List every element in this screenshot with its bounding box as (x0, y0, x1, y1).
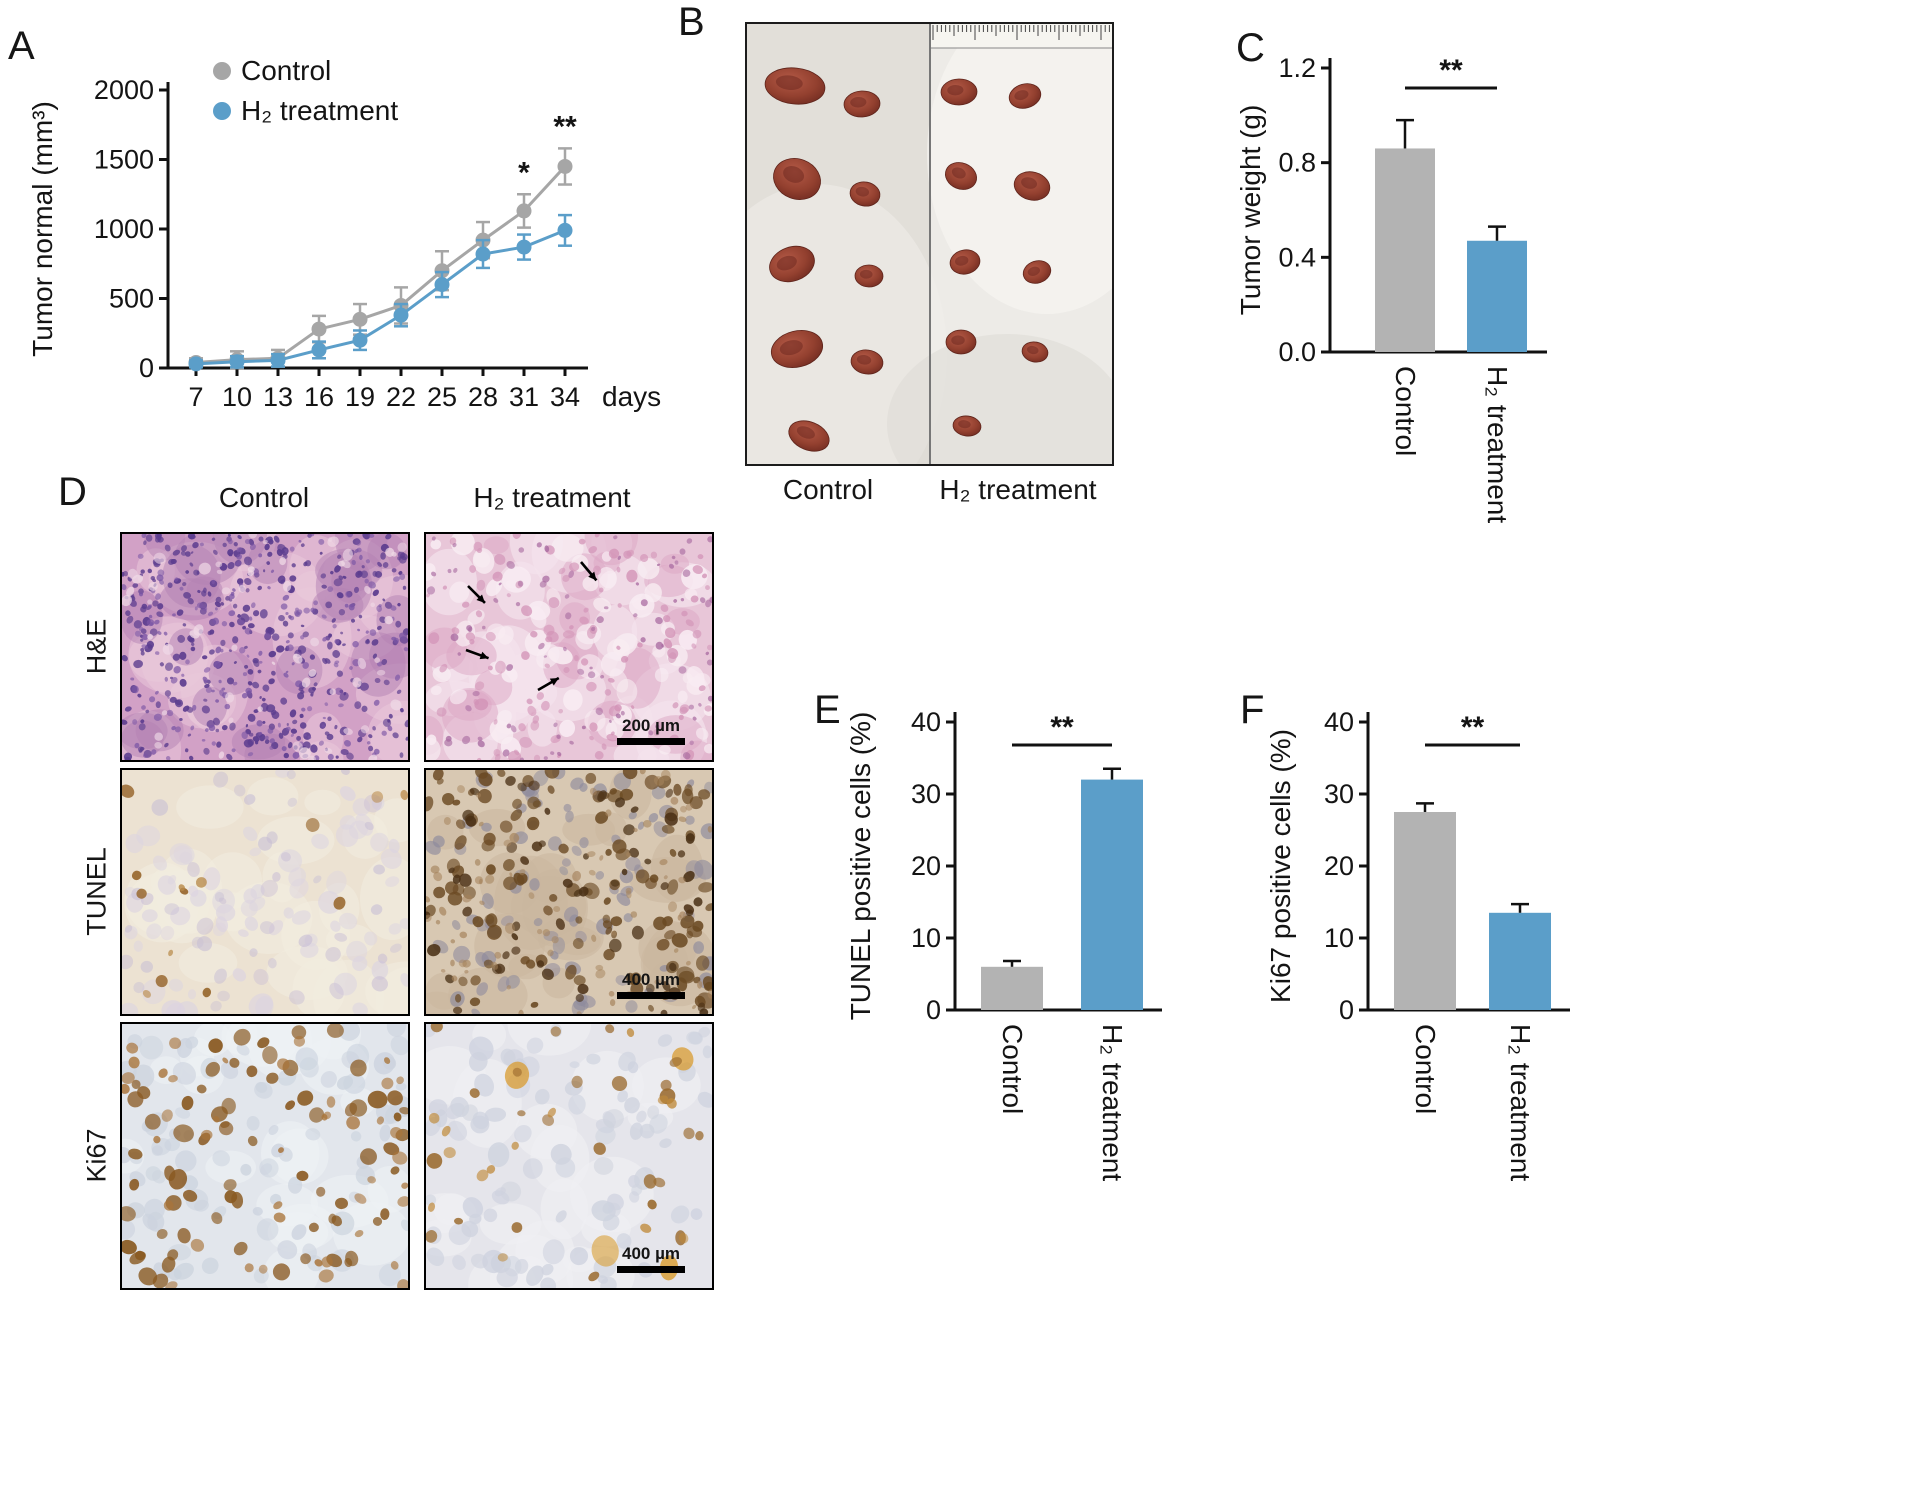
svg-text:200 µm: 200 µm (622, 716, 680, 735)
tumor-volume-line-chart: 0 500 1000 1500 2000 7 10 13 16 19 22 25 28 31 34 days T… (27, 55, 661, 412)
svg-text:0.0: 0.0 (1278, 337, 1316, 367)
panel-b-letter: B (678, 0, 705, 44)
svg-text:days: days (602, 381, 661, 412)
svg-text:28: 28 (468, 382, 498, 412)
svg-text:H₂ treatment: H₂ treatment (1482, 366, 1513, 523)
panel-e-letter: E (814, 688, 841, 732)
svg-text:Control: Control (997, 1024, 1028, 1114)
svg-text:19: 19 (345, 382, 375, 412)
svg-text:13: 13 (263, 382, 293, 412)
svg-text:22: 22 (386, 382, 416, 412)
svg-text:10: 10 (222, 382, 252, 412)
histology-he-control-image (120, 532, 410, 762)
tumor-photo-image (747, 24, 1112, 464)
svg-text:500: 500 (109, 284, 154, 314)
ki67-bar-chart: 0 10 20 30 40 Ki67 positive cells (%) Control H… (1265, 707, 1570, 1181)
panel-c-letter: C (1236, 26, 1265, 70)
histology-column-header-h2: H₂ treatment (473, 482, 631, 513)
histology-row-label-he: H&E (81, 618, 112, 675)
photo-label-control: Control (782, 474, 874, 505)
svg-text:0: 0 (139, 353, 154, 383)
svg-text:TUNEL positive cells (%): TUNEL positive cells (%) (845, 712, 876, 1021)
panel-f-letter: F (1240, 688, 1265, 732)
svg-text:H₂ treatment: H₂ treatment (1505, 1024, 1536, 1181)
photo-label-h2-treatment: H₂ treatment (939, 474, 1097, 505)
svg-text:10: 10 (911, 923, 941, 953)
svg-text:30: 30 (911, 779, 941, 809)
svg-text:10: 10 (1324, 923, 1354, 953)
svg-text:**: ** (553, 110, 577, 143)
svg-text:400 µm: 400 µm (622, 970, 680, 989)
svg-text:**: ** (1461, 711, 1485, 744)
histology-ki67-h2-image: 400 µm (424, 1022, 714, 1290)
svg-text:7: 7 (188, 382, 203, 412)
svg-text:1.2: 1.2 (1278, 53, 1316, 83)
svg-text:Control: Control (1410, 1024, 1441, 1114)
histology-row-label-ki67: Ki67 (81, 1128, 112, 1183)
svg-text:0: 0 (1339, 995, 1354, 1025)
svg-text:0.8: 0.8 (1278, 148, 1316, 178)
svg-text:20: 20 (1324, 851, 1354, 881)
svg-text:30: 30 (1324, 779, 1354, 809)
svg-text:31: 31 (509, 382, 539, 412)
svg-text:1000: 1000 (94, 214, 154, 244)
svg-text:0.4: 0.4 (1278, 242, 1316, 272)
histology-tunel-control-image (120, 768, 410, 1016)
svg-text:40: 40 (911, 707, 941, 737)
tumor-weight-bar-chart: 0.0 0.4 0.8 1.2 Tumor weight (g) Control H₂ tr… (1235, 53, 1547, 523)
svg-text:40: 40 (1324, 707, 1354, 737)
svg-text:25: 25 (427, 382, 457, 412)
svg-text:16: 16 (304, 382, 334, 412)
svg-text:Control: Control (241, 55, 331, 86)
histology-column-header-control: Control (218, 482, 310, 513)
svg-text:2000: 2000 (94, 75, 154, 105)
svg-text:Control: Control (1390, 366, 1421, 456)
svg-text:H₂ treatment: H₂ treatment (241, 95, 398, 126)
svg-text:**: ** (1439, 54, 1463, 87)
svg-text:H₂ treatment: H₂ treatment (1097, 1024, 1128, 1181)
svg-text:Ki67 positive cells (%): Ki67 positive cells (%) (1265, 729, 1296, 1003)
svg-text:400 µm: 400 µm (622, 1244, 680, 1263)
histology-row-label-tunel: TUNEL (81, 847, 112, 936)
histology-ki67-control-image (120, 1022, 410, 1290)
tunel-bar-chart: 0 10 20 30 40 TUNEL positive cells (%) Control… (845, 707, 1162, 1181)
histology-tunel-h2-image: 400 µm (424, 768, 714, 1016)
panel-a-letter: A (8, 24, 35, 68)
svg-text:**: ** (1050, 711, 1074, 744)
svg-text:Tumor normal (mm³): Tumor normal (mm³) (27, 101, 58, 357)
svg-text:*: * (518, 156, 530, 189)
tumor-photo-frame (745, 22, 1114, 466)
svg-text:Tumor weight (g): Tumor weight (g) (1235, 105, 1266, 316)
svg-text:20: 20 (911, 851, 941, 881)
histology-he-h2-image: 200 µm (424, 532, 714, 762)
panel-d-letter: D (58, 470, 87, 514)
svg-text:34: 34 (550, 382, 580, 412)
svg-text:1500: 1500 (94, 145, 154, 175)
svg-text:0: 0 (926, 995, 941, 1025)
